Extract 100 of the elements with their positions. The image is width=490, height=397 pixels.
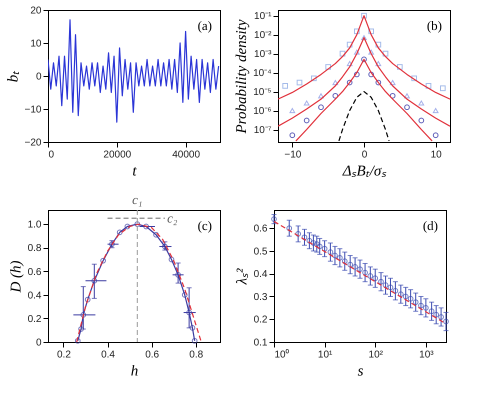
y-tick-label: 0.2 <box>254 314 268 326</box>
point <box>382 50 388 56</box>
y-tick-label: 10⁻³ <box>254 49 272 60</box>
point <box>361 35 367 40</box>
point <box>332 92 338 99</box>
point <box>440 85 446 92</box>
point <box>328 249 334 255</box>
point <box>318 104 324 110</box>
y-tick-label: 0.1 <box>254 338 268 348</box>
point <box>80 312 86 318</box>
point <box>332 252 338 258</box>
point <box>325 64 332 70</box>
point <box>354 50 360 55</box>
point <box>398 291 404 298</box>
annotation: (b) <box>426 18 442 33</box>
y-tick-label: 1.0 <box>28 220 42 231</box>
point <box>361 56 367 62</box>
y-tick-label: 0.4 <box>254 269 268 280</box>
point <box>282 83 288 89</box>
x-axis-title: t <box>132 164 138 180</box>
point <box>375 61 382 66</box>
point <box>342 258 348 264</box>
y-tick-label: 10⁻⁵ <box>253 87 272 98</box>
point <box>296 80 302 86</box>
point <box>412 299 419 306</box>
y-tick-label: 10⁻² <box>254 30 272 42</box>
point <box>318 93 324 98</box>
point <box>304 118 310 124</box>
point <box>357 266 363 272</box>
x-tick-label: 10 <box>430 150 442 160</box>
y-tick-label: 0.6 <box>254 224 268 235</box>
x-tick-label: 0.8 <box>189 350 204 360</box>
point <box>354 28 360 34</box>
point <box>392 288 398 294</box>
point <box>182 292 188 298</box>
point <box>418 100 424 106</box>
y-tick-label: 0.6 <box>28 266 42 278</box>
point <box>367 273 374 279</box>
x-tick-label: 10⁰ <box>274 348 290 360</box>
x-tick-label: 0.6 <box>145 350 160 360</box>
point <box>423 305 429 311</box>
point <box>375 42 382 48</box>
point <box>175 272 181 278</box>
point <box>432 108 439 114</box>
point <box>433 312 440 318</box>
x-tick-label: 10¹ <box>318 350 334 360</box>
y-tick-label: 10⁻⁶ <box>253 106 272 118</box>
y-tick-label: 10⁻⁷ <box>254 125 272 136</box>
point <box>404 104 410 110</box>
x-tick-label: 10² <box>368 350 384 360</box>
x-axis-title: ΔₛBₜ/σₛ <box>342 164 386 180</box>
point <box>443 318 449 324</box>
x-tick-label: 40000 <box>172 150 200 160</box>
x-tick-label: 0.2 <box>56 350 72 360</box>
point <box>289 108 296 114</box>
point <box>438 314 444 320</box>
point <box>432 132 439 138</box>
point <box>116 230 123 236</box>
point <box>408 296 414 302</box>
point <box>375 80 382 86</box>
point <box>411 75 418 82</box>
y-tick-label: 0.3 <box>254 292 268 303</box>
x-tick-label: 0.4 <box>101 350 116 360</box>
point <box>100 258 106 264</box>
y-tick-label: −20 <box>24 138 42 148</box>
point <box>368 28 374 34</box>
point <box>310 75 317 82</box>
point <box>304 100 310 106</box>
point <box>124 224 130 230</box>
point <box>190 325 196 331</box>
point <box>428 308 434 314</box>
point <box>382 282 388 288</box>
point <box>390 80 396 86</box>
y-tick-label: 10⁻¹ <box>254 11 272 22</box>
y-tick-label: 10⁻⁴ <box>253 68 272 80</box>
point <box>390 92 396 99</box>
point <box>368 50 374 55</box>
x-tick-label: 0 <box>362 150 368 160</box>
y-tick-label: 0.4 <box>28 290 42 302</box>
point <box>352 264 358 270</box>
point <box>153 232 159 238</box>
line-series <box>338 90 390 142</box>
line-series <box>48 19 220 123</box>
point <box>91 278 98 284</box>
x-tick-label: 0 <box>48 150 54 160</box>
y-tick-label: 0.2 <box>28 314 42 325</box>
point <box>289 132 296 138</box>
y-tick-label: −10 <box>24 104 42 116</box>
point <box>332 80 338 86</box>
point <box>426 83 432 89</box>
point <box>84 296 91 302</box>
point <box>340 50 346 56</box>
point <box>368 72 374 78</box>
point <box>418 118 424 124</box>
y-axis-title: λₛ² <box>234 268 251 286</box>
y-tick-label: 0.5 <box>254 246 268 258</box>
point <box>346 42 353 48</box>
point <box>286 225 292 232</box>
x-tick-label: 20000 <box>103 150 132 160</box>
point <box>378 278 384 285</box>
